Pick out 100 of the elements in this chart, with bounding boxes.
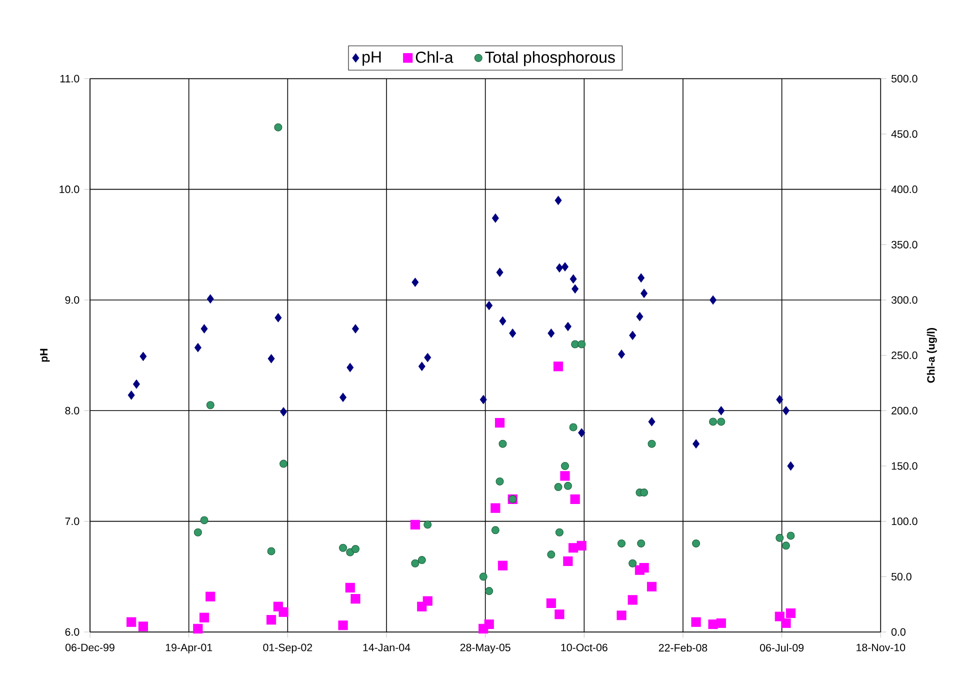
point bbox=[710, 295, 717, 305]
y-axis-title: pH bbox=[40, 348, 50, 362]
x-tick-label: 18-Nov-10 bbox=[856, 644, 906, 652]
point bbox=[562, 262, 568, 272]
x-tick-label: 06-Jul-09 bbox=[760, 644, 804, 652]
point bbox=[352, 324, 359, 334]
point bbox=[718, 406, 725, 416]
point bbox=[509, 328, 516, 338]
point bbox=[787, 461, 794, 471]
point bbox=[350, 594, 360, 604]
point bbox=[351, 544, 360, 553]
point bbox=[629, 330, 636, 340]
point bbox=[648, 440, 656, 448]
point bbox=[267, 547, 276, 556]
point bbox=[628, 595, 638, 605]
point bbox=[638, 273, 645, 282]
point bbox=[547, 550, 556, 559]
point bbox=[774, 612, 784, 622]
point bbox=[340, 392, 346, 402]
legend-label: Total phosphorous bbox=[485, 51, 615, 66]
point bbox=[479, 572, 488, 581]
point bbox=[206, 592, 216, 602]
point bbox=[782, 406, 790, 416]
x-tick-label: 22-Feb-08 bbox=[658, 644, 708, 652]
point bbox=[563, 556, 573, 566]
point bbox=[628, 559, 637, 568]
point bbox=[782, 542, 790, 550]
point bbox=[560, 471, 570, 481]
point bbox=[126, 617, 136, 627]
point bbox=[717, 418, 726, 426]
x-tick-label: 19-Apr-01 bbox=[166, 644, 212, 654]
y2-tick-label: 100.0 bbox=[892, 518, 918, 526]
y2-tick-label: 500.0 bbox=[891, 74, 918, 82]
point bbox=[708, 619, 718, 630]
point bbox=[548, 328, 555, 338]
point bbox=[194, 343, 202, 352]
point bbox=[200, 324, 208, 334]
point bbox=[410, 520, 420, 530]
x-tick-label: 10-Oct-06 bbox=[561, 644, 608, 652]
point bbox=[709, 418, 718, 426]
x-tick-label: 01-Sep-02 bbox=[263, 644, 312, 654]
point bbox=[564, 482, 572, 490]
point bbox=[339, 544, 348, 552]
point bbox=[280, 460, 288, 468]
x-tick-label: 06-Dec-99 bbox=[66, 644, 114, 652]
y-tick-label: 8.0 bbox=[65, 406, 80, 414]
point bbox=[498, 560, 508, 570]
legend-label: Chl-a bbox=[416, 51, 454, 63]
point bbox=[132, 380, 140, 389]
point bbox=[691, 617, 701, 627]
point bbox=[346, 362, 354, 372]
point bbox=[646, 582, 657, 592]
legend-label: pH bbox=[362, 51, 381, 66]
x-tick-label: 28-May-05 bbox=[460, 644, 510, 654]
point bbox=[556, 263, 563, 272]
point bbox=[554, 609, 564, 620]
y2-axis-title: Chl-a (ug/l) bbox=[926, 328, 937, 383]
point bbox=[199, 612, 210, 622]
point bbox=[492, 214, 499, 223]
point bbox=[266, 615, 276, 625]
point bbox=[485, 587, 494, 596]
y2-tick-label: 300.0 bbox=[891, 296, 918, 304]
point bbox=[494, 418, 505, 428]
point bbox=[640, 288, 648, 298]
point bbox=[776, 395, 784, 404]
point bbox=[491, 526, 500, 534]
point bbox=[499, 316, 506, 326]
y2-tick-label: 0.0 bbox=[891, 628, 906, 636]
point bbox=[486, 300, 493, 310]
point bbox=[560, 462, 569, 470]
y-tick-label: 7.0 bbox=[65, 518, 80, 526]
point bbox=[648, 417, 656, 426]
point bbox=[692, 539, 700, 548]
point bbox=[570, 274, 577, 284]
point bbox=[716, 618, 726, 628]
point bbox=[490, 503, 500, 513]
point bbox=[480, 395, 487, 404]
point bbox=[424, 353, 432, 362]
point bbox=[692, 439, 700, 448]
point bbox=[274, 123, 282, 132]
point bbox=[418, 556, 426, 564]
point bbox=[193, 624, 203, 634]
point bbox=[776, 534, 784, 542]
point bbox=[496, 477, 504, 486]
point bbox=[554, 483, 562, 492]
point bbox=[140, 352, 147, 361]
x-tick-label: 14-Jan-04 bbox=[363, 644, 410, 652]
point bbox=[639, 563, 649, 573]
point bbox=[553, 362, 564, 372]
point bbox=[618, 539, 626, 548]
point bbox=[569, 423, 578, 432]
point bbox=[564, 322, 572, 332]
point bbox=[206, 401, 214, 410]
point bbox=[616, 610, 626, 620]
point bbox=[278, 607, 288, 617]
point bbox=[418, 362, 426, 371]
point bbox=[578, 428, 586, 438]
point bbox=[496, 268, 504, 277]
point bbox=[206, 294, 214, 304]
y-tick-label: 6.0 bbox=[65, 628, 80, 636]
